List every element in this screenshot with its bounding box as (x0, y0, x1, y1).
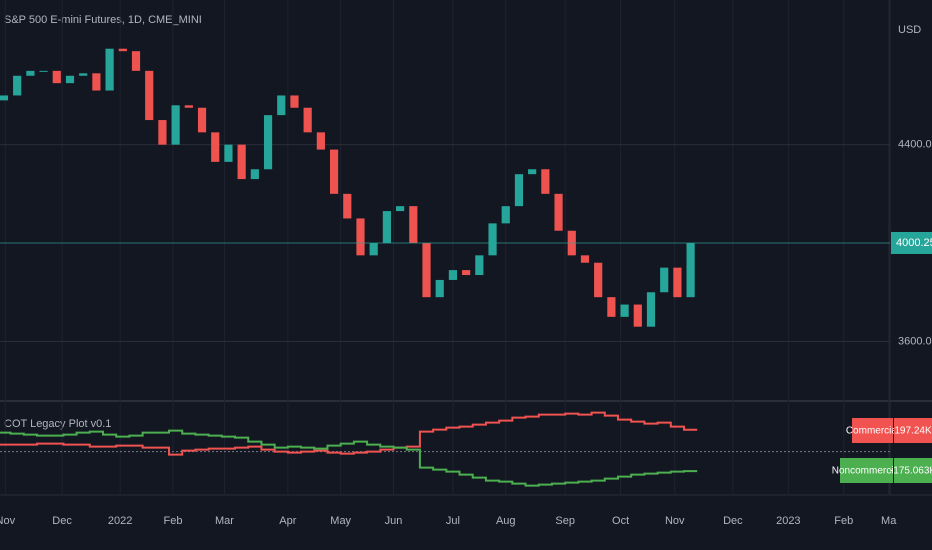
candle-body (646, 292, 656, 327)
candle-body (0, 95, 9, 101)
x-tick-label: Jul (446, 515, 460, 527)
legend-item: Noncommercial-175.063K (832, 458, 932, 483)
candle-body (263, 115, 273, 170)
candle-body (131, 51, 141, 71)
value-box (894, 418, 932, 443)
candle-body (79, 73, 88, 76)
x-tick-label: Oct (612, 515, 629, 527)
candle-body (224, 144, 233, 162)
candle-body (92, 73, 101, 91)
candle-body (329, 149, 339, 194)
candle-body (343, 193, 352, 219)
candle-body (369, 243, 378, 256)
candle-body (528, 169, 537, 175)
x-tick-label: Apr (279, 515, 296, 527)
candle-body (52, 70, 61, 84)
indicator-title: COT Legacy Plot v0.1 (4, 418, 111, 430)
x-tick-label: Feb (834, 515, 853, 527)
y-tick-label: 4400.00 (898, 139, 932, 151)
currency-label: USD (898, 24, 921, 36)
value-box (894, 458, 932, 483)
candle-body (277, 95, 286, 116)
x-tick-label: Aug (496, 515, 516, 527)
candle-body (396, 206, 405, 212)
x-tick-label: Nov (665, 515, 685, 527)
candle-body (39, 70, 48, 72)
x-tick-label: Dec (723, 515, 743, 527)
last-price-box (891, 231, 932, 254)
candle-body (686, 242, 695, 298)
candle-body (475, 255, 484, 276)
candle-body (26, 70, 35, 76)
candle-body (607, 297, 616, 317)
x-tick-label: 2023 (776, 515, 800, 527)
legend-name: Noncommercial (832, 466, 901, 477)
candle-body (554, 193, 563, 231)
candle-body (171, 105, 180, 145)
last-value-label: -175.063K (890, 466, 932, 477)
candle-body (65, 75, 75, 84)
x-tick-label: Mar (215, 515, 234, 527)
legend-name: Commercial (846, 426, 899, 437)
candle-body (197, 107, 207, 133)
x-tick-label: Sep (555, 515, 575, 527)
candle-body (316, 132, 325, 150)
candle-body (594, 262, 603, 298)
candle-body (435, 279, 444, 298)
candle-body (158, 120, 167, 145)
candle-body (488, 223, 497, 256)
candle-body (13, 75, 22, 96)
candle-body (620, 304, 629, 317)
legend-name-box (852, 418, 893, 443)
legend-name-box (840, 458, 893, 483)
candle-body (541, 169, 550, 194)
candle-body (660, 267, 669, 293)
indicator-line (0, 411, 698, 456)
candle-body (356, 218, 365, 256)
x-tick-label: Jun (385, 515, 403, 527)
candle-body (118, 48, 127, 52)
candle-body (673, 267, 682, 298)
candle-body (303, 107, 312, 133)
candle-body (145, 70, 154, 121)
candle-body (448, 270, 458, 280)
candle-body (211, 132, 220, 162)
y-tick-label: 3600.00 (898, 335, 932, 347)
candle-body (382, 211, 391, 244)
candle-body (633, 304, 642, 327)
candle-body (105, 48, 114, 91)
candle-body (237, 144, 246, 180)
candle-body (514, 174, 524, 207)
x-tick-label: Dec (52, 515, 72, 527)
candle-body (580, 255, 590, 263)
x-tick-label: Nov (0, 515, 16, 527)
candle-body (422, 243, 431, 298)
x-tick-label: May (330, 515, 351, 527)
candle-body (250, 169, 259, 180)
candle-body (184, 105, 193, 108)
x-tick-label: Feb (163, 515, 182, 527)
candle-body (501, 206, 510, 224)
indicator-line (0, 429, 698, 487)
last-value-label: 197.24K (894, 426, 932, 437)
x-tick-label: 2022 (108, 515, 132, 527)
last-price-label: 4000.25 (896, 237, 932, 249)
chart-title: S&P 500 E-mini Futures, 1D, CME_MINI (4, 14, 202, 26)
candle-body (409, 206, 418, 244)
candle-body (462, 270, 471, 276)
x-tick-label: Ma (881, 515, 897, 527)
candle-body (290, 95, 299, 108)
